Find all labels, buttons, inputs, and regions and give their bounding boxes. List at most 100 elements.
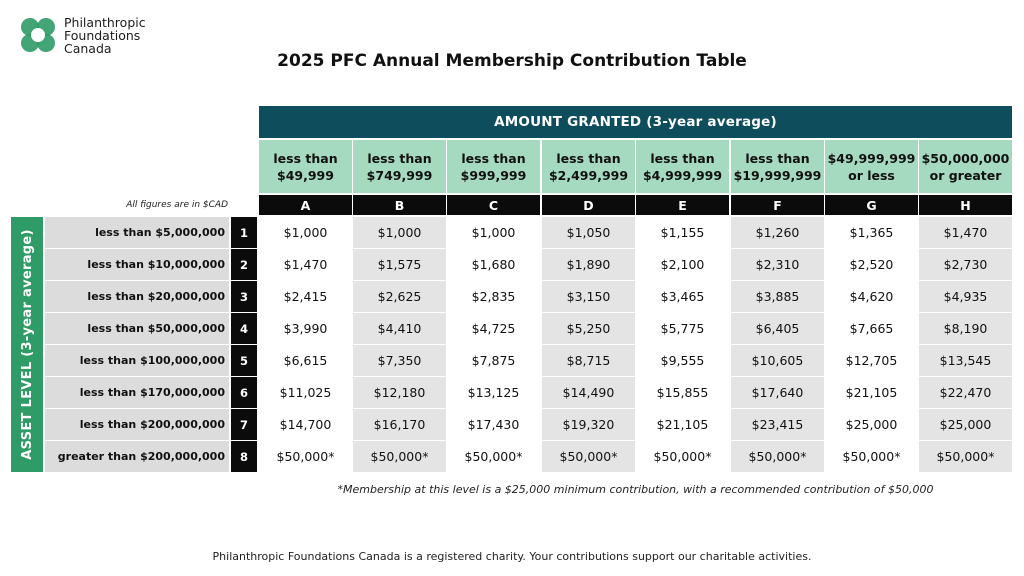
value-cell-r1-e: $1,155 (636, 217, 729, 248)
value-cell-r5-g: $12,705 (825, 345, 918, 376)
value-cell-r5-e: $9,555 (636, 345, 729, 376)
column-header-line-1: less than (273, 150, 338, 166)
value-cell-r1-d: $1,050 (542, 217, 635, 248)
column-letter-h: H (919, 195, 1012, 215)
column-header-line-1: less than (745, 150, 810, 166)
column-header-line-1: $49,999,999 (827, 150, 916, 166)
column-header-line-2: $49,999 (277, 167, 334, 183)
column-header-line-2: $19,999,999 (733, 167, 822, 183)
pfc-logo-icon (21, 18, 55, 52)
value-cell-r1-g: $1,365 (825, 217, 918, 248)
row-number-5: 5 (231, 345, 257, 376)
value-cell-r2-a: $1,470 (259, 249, 352, 280)
value-cell-r6-b: $12,180 (353, 377, 446, 408)
column-header-line-1: less than (556, 150, 621, 166)
column-header-line-1: less than (367, 150, 432, 166)
column-letter-c: C (447, 195, 540, 215)
column-header-b: less than $749,999 (353, 140, 446, 193)
value-cell-r1-h: $1,470 (919, 217, 1012, 248)
value-cell-r1-b: $1,000 (353, 217, 446, 248)
logo-line-2: Foundations (64, 27, 141, 43)
column-letter-g: G (825, 195, 918, 215)
value-cell-r5-d: $8,715 (542, 345, 635, 376)
value-cell-r2-c: $1,680 (447, 249, 540, 280)
value-cell-r3-a: $2,415 (259, 281, 352, 312)
value-cell-r5-b: $7,350 (353, 345, 446, 376)
value-cell-r2-f: $2,310 (731, 249, 824, 280)
value-cell-r6-h: $22,470 (919, 377, 1012, 408)
amount-granted-header: AMOUNT GRANTED (3-year average) (259, 106, 1012, 138)
column-header-e: less than $4,999,999 (636, 140, 729, 193)
row-label-5: less than $100,000,000 (45, 345, 229, 376)
asset-level-header: ASSET LEVEL (3-year average) (11, 217, 43, 472)
value-cell-r8-e: $50,000* (636, 441, 729, 472)
value-cell-r1-a: $1,000 (259, 217, 352, 248)
column-header-g: $49,999,999 or less (825, 140, 918, 193)
column-header-line-1: less than (461, 150, 526, 166)
row-number-3: 3 (231, 281, 257, 312)
value-cell-r7-a: $14,700 (259, 409, 352, 440)
row-number-8: 8 (231, 441, 257, 472)
value-cell-r4-g: $7,665 (825, 313, 918, 344)
value-cell-r4-e: $5,775 (636, 313, 729, 344)
value-cell-r6-c: $13,125 (447, 377, 540, 408)
row-label-4: less than $50,000,000 (45, 313, 229, 344)
value-cell-r5-f: $10,605 (731, 345, 824, 376)
value-cell-r7-e: $21,105 (636, 409, 729, 440)
value-cell-r8-f: $50,000* (731, 441, 824, 472)
value-cell-r7-h: $25,000 (919, 409, 1012, 440)
row-label-6: less than $170,000,000 (45, 377, 229, 408)
value-cell-r1-f: $1,260 (731, 217, 824, 248)
row-label-2: less than $10,000,000 (45, 249, 229, 280)
column-header-f: less than $19,999,999 (731, 140, 824, 193)
column-letter-d: D (542, 195, 635, 215)
row-label-3: less than $20,000,000 (45, 281, 229, 312)
pfc-logo: Philanthropic Foundations Canada (18, 15, 146, 55)
row-number-6: 6 (231, 377, 257, 408)
column-header-line-2: $999,999 (460, 167, 527, 183)
value-cell-r7-g: $25,000 (825, 409, 918, 440)
column-header-h: $50,000,000 or greater (919, 140, 1012, 193)
value-cell-r3-d: $3,150 (542, 281, 635, 312)
value-cell-r6-g: $21,105 (825, 377, 918, 408)
value-cell-r4-d: $5,250 (542, 313, 635, 344)
column-header-line-2: $4,999,999 (642, 167, 723, 183)
value-cell-r3-f: $3,885 (731, 281, 824, 312)
value-cell-r2-d: $1,890 (542, 249, 635, 280)
logo-line-3: Canada (64, 40, 112, 56)
logo-line-1: Philanthropic (64, 14, 146, 30)
value-cell-r3-b: $2,625 (353, 281, 446, 312)
value-cell-r4-c: $4,725 (447, 313, 540, 344)
value-cell-r2-h: $2,730 (919, 249, 1012, 280)
column-header-line-1: less than (650, 150, 715, 166)
value-cell-r6-f: $17,640 (731, 377, 824, 408)
value-cell-r7-b: $16,170 (353, 409, 446, 440)
column-header-line-2: or less (848, 167, 895, 183)
value-cell-r2-e: $2,100 (636, 249, 729, 280)
row-label-1: less than $5,000,000 (45, 217, 229, 248)
value-cell-r5-a: $6,615 (259, 345, 352, 376)
currency-note: All figures are in $CAD (126, 200, 228, 210)
row-number-7: 7 (231, 409, 257, 440)
value-cell-r6-a: $11,025 (259, 377, 352, 408)
footnote: *Membership at this level is a $25,000 m… (337, 483, 934, 496)
column-header-line-2: or greater (929, 167, 1002, 183)
asset-level-header-text: ASSET LEVEL (3-year average) (19, 229, 35, 460)
value-cell-r7-f: $23,415 (731, 409, 824, 440)
column-letter-b: B (353, 195, 446, 215)
value-cell-r7-d: $19,320 (542, 409, 635, 440)
value-cell-r3-e: $3,465 (636, 281, 729, 312)
row-number-4: 4 (231, 313, 257, 344)
value-cell-r2-g: $2,520 (825, 249, 918, 280)
value-cell-r1-c: $1,000 (447, 217, 540, 248)
value-cell-r5-c: $7,875 (447, 345, 540, 376)
column-letter-e: E (636, 195, 729, 215)
value-cell-r6-e: $15,855 (636, 377, 729, 408)
value-cell-r4-a: $3,990 (259, 313, 352, 344)
page-title: 2025 PFC Annual Membership Contribution … (277, 51, 747, 71)
column-header-a: less than $49,999 (259, 140, 352, 193)
value-cell-r8-h: $50,000* (919, 441, 1012, 472)
value-cell-r8-c: $50,000* (447, 441, 540, 472)
value-cell-r4-h: $8,190 (919, 313, 1012, 344)
row-label-8: greater than $200,000,000 (45, 441, 229, 472)
